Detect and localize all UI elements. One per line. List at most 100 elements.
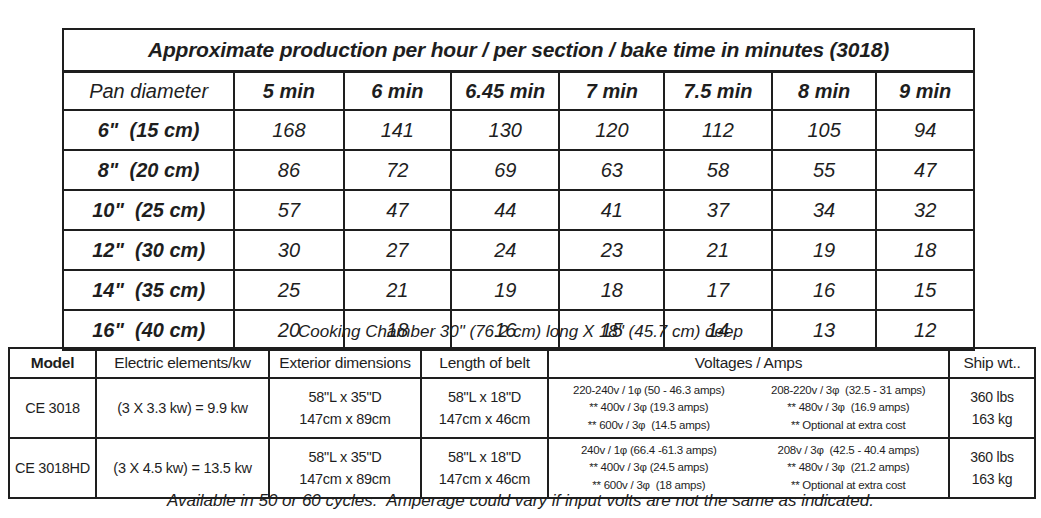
ship-weight-kg: 163 kg — [951, 408, 1033, 430]
model-cell: CE 3018HD — [9, 438, 96, 498]
model-cell: CE 3018 — [9, 378, 96, 438]
production-table: Approximate production per hour / per se… — [62, 28, 975, 351]
voltage-option: ** 400v / 3φ (19.3 amps) — [549, 399, 749, 416]
production-value: 47 — [876, 150, 974, 190]
voltage-option: ** 600v / 3φ (14.5 amps) — [549, 417, 749, 434]
ship-weight-lbs: 360 lbs — [951, 446, 1033, 468]
belt-cm: 147cm x 46cm — [423, 468, 546, 490]
row-label: 14" (35 cm) — [63, 270, 234, 310]
production-value: 69 — [451, 150, 559, 190]
spec-header-row: Model Electric elements/kw Exterior dime… — [9, 348, 1035, 378]
availability-note: Available in 50 or 60 cycles. Amperage c… — [0, 491, 1041, 511]
voltages-amps-cell: 240v / 1φ (66.4 -61.3 amps) ** 400v / 3φ… — [548, 438, 949, 498]
exterior-inches: 58"L x 35"D — [271, 386, 419, 408]
exterior-dimensions-cell: 58"L x 35"D 147cm x 89cm — [269, 438, 421, 498]
spec-table: Model Electric elements/kw Exterior dime… — [8, 347, 1036, 499]
electric-elements-cell: (3 X 3.3 kw) = 9.9 kw — [96, 378, 269, 438]
row-label: 6" (15 cm) — [63, 110, 234, 150]
production-value: 112 — [664, 110, 771, 150]
table-row-14in: 14" (35 cm) 25 21 19 18 17 16 15 — [63, 270, 974, 310]
production-value: 130 — [451, 110, 559, 150]
voltages-left-column: 220-240v / 1φ (50 - 46.3 amps) ** 400v /… — [549, 382, 749, 434]
column-header-6-45min: 6.45 min — [451, 72, 559, 111]
production-value: 168 — [234, 110, 343, 150]
production-value: 21 — [344, 270, 451, 310]
production-value: 63 — [559, 150, 664, 190]
voltages-left-column: 240v / 1φ (66.4 -61.3 amps) ** 400v / 3φ… — [549, 442, 749, 494]
production-value: 17 — [664, 270, 771, 310]
column-header-length-of-belt: Length of belt — [421, 348, 548, 378]
production-value: 25 — [234, 270, 343, 310]
belt-inches: 58"L x 18"D — [423, 446, 546, 468]
voltage-option: ** 480v / 3φ (16.9 amps) — [749, 399, 949, 416]
voltages-right-column: 208-220v / 3φ (32.5 - 31 amps) ** 480v /… — [749, 382, 949, 434]
production-value: 94 — [876, 110, 974, 150]
production-value: 141 — [344, 110, 451, 150]
production-value: 32 — [876, 190, 974, 230]
exterior-cm: 147cm x 89cm — [271, 408, 419, 430]
column-header-model: Model — [9, 348, 96, 378]
production-value: 57 — [234, 190, 343, 230]
production-value: 19 — [451, 270, 559, 310]
production-value: 15 — [876, 270, 974, 310]
column-header-exterior-dimensions: Exterior dimensions — [269, 348, 421, 378]
production-value: 16 — [772, 270, 877, 310]
production-value: 72 — [344, 150, 451, 190]
production-value: 34 — [772, 190, 877, 230]
ship-weight-lbs: 360 lbs — [951, 386, 1033, 408]
table-row-6in: 6" (15 cm) 168 141 130 120 112 105 94 — [63, 110, 974, 150]
production-value: 105 — [772, 110, 877, 150]
production-value: 120 — [559, 110, 664, 150]
column-header-pan-diameter: Pan diameter — [63, 72, 234, 111]
production-value: 18 — [559, 270, 664, 310]
table-row-10in: 10" (25 cm) 57 47 44 41 37 34 32 — [63, 190, 974, 230]
production-value: 18 — [876, 230, 974, 270]
production-value: 41 — [559, 190, 664, 230]
exterior-dimensions-cell: 58"L x 35"D 147cm x 89cm — [269, 378, 421, 438]
column-header-electric-elements: Electric elements/kw — [96, 348, 269, 378]
production-value: 44 — [451, 190, 559, 230]
cooking-chamber-note: Cooking Chamber 30" (76.2 cm) long X 18"… — [0, 322, 1041, 342]
belt-cm: 147cm x 46cm — [423, 408, 546, 430]
belt-inches: 58"L x 18"D — [423, 386, 546, 408]
production-value: 47 — [344, 190, 451, 230]
production-value: 86 — [234, 150, 343, 190]
production-value: 21 — [664, 230, 771, 270]
row-label: 8" (20 cm) — [63, 150, 234, 190]
row-label: 12" (30 cm) — [63, 230, 234, 270]
column-header-5min: 5 min — [234, 72, 343, 111]
column-header-6min: 6 min — [344, 72, 451, 111]
exterior-cm: 147cm x 89cm — [271, 468, 419, 490]
production-value: 24 — [451, 230, 559, 270]
spec-row-ce3018hd: CE 3018HD (3 X 4.5 kw) = 13.5 kw 58"L x … — [9, 438, 1035, 498]
belt-length-cell: 58"L x 18"D 147cm x 46cm — [421, 438, 548, 498]
column-header-voltages-amps: Voltages / Amps — [548, 348, 949, 378]
production-value: 30 — [234, 230, 343, 270]
voltage-option: ** 480v / 3φ (21.2 amps) — [749, 459, 949, 476]
ship-weight-kg: 163 kg — [951, 468, 1033, 490]
ship-weight-cell: 360 lbs 163 kg — [949, 438, 1035, 498]
voltages-amps-cell: 220-240v / 1φ (50 - 46.3 amps) ** 400v /… — [548, 378, 949, 438]
belt-length-cell: 58"L x 18"D 147cm x 46cm — [421, 378, 548, 438]
ship-weight-cell: 360 lbs 163 kg — [949, 378, 1035, 438]
electric-elements-cell: (3 X 4.5 kw) = 13.5 kw — [96, 438, 269, 498]
column-header-9min: 9 min — [876, 72, 974, 111]
production-value: 27 — [344, 230, 451, 270]
production-value: 37 — [664, 190, 771, 230]
production-value: 58 — [664, 150, 771, 190]
production-value: 55 — [772, 150, 877, 190]
spec-row-ce3018: CE 3018 (3 X 3.3 kw) = 9.9 kw 58"L x 35"… — [9, 378, 1035, 438]
row-label: 10" (25 cm) — [63, 190, 234, 230]
table-row-12in: 12" (30 cm) 30 27 24 23 21 19 18 — [63, 230, 974, 270]
column-header-7-5min: 7.5 min — [664, 72, 771, 111]
column-header-7min: 7 min — [559, 72, 664, 111]
table-row-8in: 8" (20 cm) 86 72 69 63 58 55 47 — [63, 150, 974, 190]
voltages-right-column: 208v / 3φ (42.5 - 40.4 amps) ** 480v / 3… — [749, 442, 949, 494]
production-value: 19 — [772, 230, 877, 270]
voltage-option: 240v / 1φ (66.4 -61.3 amps) — [549, 442, 749, 459]
production-header-row: Pan diameter 5 min 6 min 6.45 min 7 min … — [63, 72, 974, 111]
voltage-option: ** 400v / 3φ (24.5 amps) — [549, 459, 749, 476]
voltage-option: 208v / 3φ (42.5 - 40.4 amps) — [749, 442, 949, 459]
production-value: 23 — [559, 230, 664, 270]
exterior-inches: 58"L x 35"D — [271, 446, 419, 468]
